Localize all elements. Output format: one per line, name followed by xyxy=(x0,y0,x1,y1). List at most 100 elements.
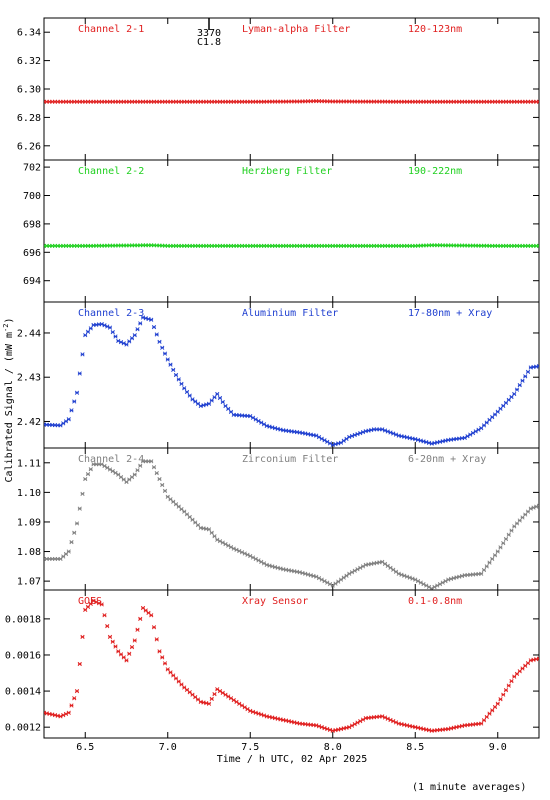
data-point xyxy=(509,679,514,684)
data-point xyxy=(74,521,80,526)
data-point xyxy=(132,638,137,643)
data-point xyxy=(481,567,487,573)
data-point xyxy=(495,549,500,554)
data-point xyxy=(217,395,223,401)
data-point xyxy=(129,645,135,650)
data-point xyxy=(132,333,137,338)
data-point xyxy=(63,419,69,424)
data-point xyxy=(149,613,154,618)
x-tick-label: 8.0 xyxy=(324,742,342,753)
data-point xyxy=(83,333,88,338)
data-point xyxy=(536,243,539,249)
data-point xyxy=(162,661,168,666)
data-point xyxy=(512,391,517,397)
data-point xyxy=(74,390,80,395)
data-point xyxy=(160,345,165,350)
data-point xyxy=(149,459,154,464)
panel-band-label: 6-20nm + Xray xyxy=(408,454,486,465)
data-point xyxy=(138,321,143,326)
data-point xyxy=(154,332,159,337)
y-tick-label: 6.28 xyxy=(17,113,41,124)
panel-frame xyxy=(43,159,540,303)
data-point xyxy=(212,691,217,697)
data-point xyxy=(135,468,140,473)
panel-5: 0.0012 0.0014 0.0016 0.0018 6.5 7.0 7.5 8.0 8.5 9… xyxy=(5,589,540,753)
data-point xyxy=(490,708,495,713)
y-tick-label: 698 xyxy=(23,219,41,230)
data-point xyxy=(168,362,173,367)
data-point xyxy=(492,553,498,558)
data-point xyxy=(72,530,77,535)
event-marker-class: C1.8 xyxy=(197,37,221,48)
data-point xyxy=(171,367,176,372)
y-tick-label: 700 xyxy=(23,191,41,202)
x-axis-title: Time / h UTC, 02 Apr 2025 xyxy=(217,754,368,765)
data-point xyxy=(77,371,82,376)
data-point xyxy=(157,339,162,344)
data-point xyxy=(157,476,162,482)
data-point xyxy=(151,465,157,470)
y-tick-label: 1.09 xyxy=(17,517,41,528)
y-tick-label: 1.10 xyxy=(17,488,41,499)
data-point xyxy=(162,351,168,356)
panel-channel-label: Channel 2-1 xyxy=(78,24,144,35)
data-point xyxy=(58,423,63,428)
data-point xyxy=(506,532,511,537)
data-point xyxy=(74,688,80,694)
data-point xyxy=(514,387,520,392)
data-point xyxy=(80,634,85,640)
data-point xyxy=(66,549,71,554)
data-point xyxy=(220,399,225,405)
data-point xyxy=(503,536,509,542)
data-point xyxy=(138,616,143,621)
data-point xyxy=(209,696,214,702)
y-tick-label: 694 xyxy=(23,276,41,287)
data-point xyxy=(479,721,484,726)
panel-filter-label: Aluminium Filter xyxy=(242,308,338,319)
data-point xyxy=(85,472,91,477)
data-point xyxy=(124,658,129,663)
data-point xyxy=(501,692,506,697)
data-point xyxy=(187,393,192,398)
panel-filter-label: Zirconium Filter xyxy=(242,454,338,465)
data-point xyxy=(66,710,71,715)
data-point xyxy=(173,372,179,378)
data-point xyxy=(151,324,157,330)
x-tick-label: 8.5 xyxy=(406,742,424,753)
data-point xyxy=(154,637,159,642)
data-series xyxy=(44,98,539,104)
data-point xyxy=(490,556,495,562)
data-point xyxy=(484,714,489,720)
data-point xyxy=(66,417,71,422)
panel-1: 6.26 6.28 6.30 6.32 6.34 Channel 2-1 Lyman-alp… xyxy=(17,17,540,161)
panel-3: 2.42 2.43 2.44 Channel 2-3 Aluminium Filter 1… xyxy=(17,301,540,449)
data-point xyxy=(88,467,93,472)
data-point xyxy=(110,329,115,335)
data-point xyxy=(72,399,77,404)
data-point xyxy=(99,602,104,607)
data-point xyxy=(88,326,93,331)
y-tick-label: 0.0016 xyxy=(5,650,41,661)
data-point xyxy=(536,99,539,104)
data-point xyxy=(157,649,162,654)
data-point xyxy=(149,317,154,322)
y-tick-label: 0.0014 xyxy=(5,687,41,698)
data-point xyxy=(72,696,77,701)
data-point xyxy=(61,421,66,426)
y-tick-label: 702 xyxy=(23,163,41,174)
data-point xyxy=(83,476,88,482)
y-tick-label: 696 xyxy=(23,248,41,259)
data-point xyxy=(85,329,91,334)
panel-filter-label: Herzberg Filter xyxy=(242,166,332,177)
data-point xyxy=(517,383,522,388)
panel-channel-label: Channel 2-4 xyxy=(78,454,144,465)
panel-frame xyxy=(43,301,540,449)
data-point xyxy=(77,661,82,667)
data-point xyxy=(206,701,212,706)
data-point xyxy=(487,560,492,565)
data-point xyxy=(182,386,187,391)
data-point xyxy=(80,352,85,357)
x-tick-label: 7.5 xyxy=(241,742,259,753)
x-tick-label: 9.0 xyxy=(489,742,507,753)
